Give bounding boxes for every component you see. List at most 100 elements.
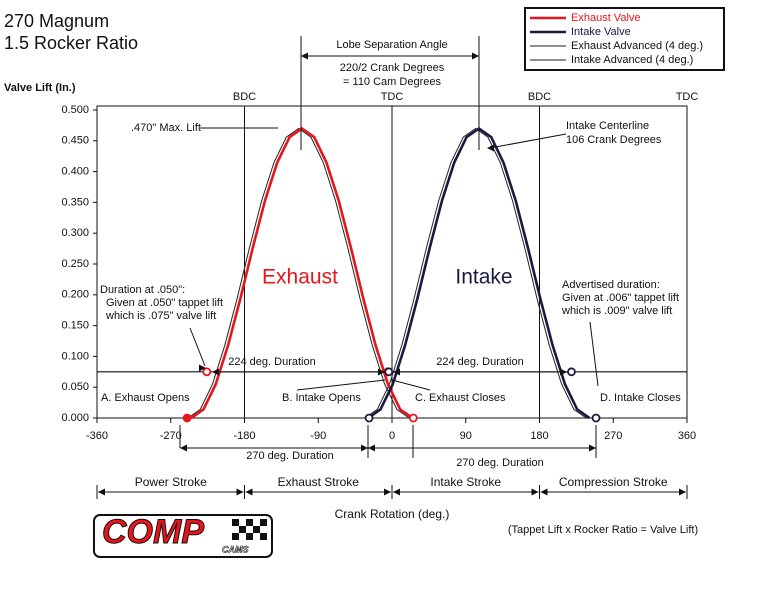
y-tick-label: 0.450 (61, 135, 89, 147)
arrow-head (180, 444, 187, 452)
annotation: 224 deg. Duration (436, 356, 523, 368)
logo-flag (232, 519, 267, 540)
marker (182, 413, 192, 423)
x-tick-label: -90 (310, 430, 326, 442)
x-tick-label: -360 (86, 430, 108, 442)
arrow-head (384, 488, 391, 496)
annotation: 220/2 Crank Degrees (340, 62, 445, 74)
legend-label: Exhaust Advanced (4 deg.) (571, 40, 703, 52)
annotation: D. Intake Closes (600, 392, 681, 404)
chart-subtitle: 1.5 Rocker Ratio (4, 33, 138, 53)
logo-frame (93, 514, 273, 558)
leader (589, 321, 599, 387)
arrow-head (531, 488, 539, 496)
x-tick-label: 360 (678, 430, 696, 442)
y-tick-label: 0.350 (61, 196, 89, 208)
arrow-head (378, 368, 385, 376)
annotation: B. Intake Opens (282, 392, 361, 404)
y-tick-label: 0.100 (61, 350, 89, 362)
top-label: BDC (528, 91, 551, 103)
annotation: 106 Crank Degrees (566, 134, 662, 146)
annotation: Intake Centerline (566, 120, 649, 132)
top-label: BDC (233, 91, 256, 103)
marker (202, 367, 212, 377)
arrow-head (98, 488, 105, 496)
annotation: Given at .006" tappet lift (562, 292, 679, 304)
y-tick-label: 0.400 (61, 166, 89, 178)
series-line (364, 127, 587, 419)
x-tick-label: 180 (530, 430, 548, 442)
top-label: TDC (676, 91, 699, 103)
y-tick-label: 0.200 (61, 289, 89, 301)
arrow-head (301, 52, 308, 60)
arrow-head (393, 368, 400, 376)
stroke-label: Intake Stroke (430, 475, 501, 489)
series-line (187, 127, 410, 419)
annotation: .470" Max. Lift (131, 122, 201, 134)
arrow-head (679, 488, 686, 496)
annotation: 270 deg. Duration (246, 450, 333, 462)
arrow-head (472, 52, 479, 60)
arrow-head (245, 488, 253, 496)
leader (189, 327, 206, 367)
formula: (Tappet Lift x Rocker Ratio = Valve Lift… (508, 524, 698, 536)
stroke-label: Exhaust Stroke (278, 475, 360, 489)
leader (296, 379, 386, 391)
y-tick-label: 0.000 (61, 412, 89, 424)
leader (391, 379, 431, 391)
chart-title: 270 Magnum (4, 11, 109, 31)
y-tick-label: 0.050 (61, 381, 89, 393)
marker (591, 413, 601, 423)
annotation-bg (324, 36, 460, 54)
y-tick-label: 0.250 (61, 258, 89, 270)
arrow-head (368, 444, 375, 452)
arrow-head (560, 368, 567, 376)
arrow-head (589, 444, 596, 452)
logo-text: COMP (102, 513, 204, 551)
annotation: which is .075" valve lift (105, 310, 216, 322)
y-tick-label: 0.500 (61, 104, 89, 116)
x-tick-label: 0 (389, 430, 395, 442)
annotation: which is .009" valve lift (561, 305, 672, 317)
annotation: 270 deg. Duration (456, 457, 543, 469)
x-tick-label: 90 (460, 430, 472, 442)
arrow-head (199, 364, 206, 372)
marker (567, 367, 576, 377)
marker (408, 413, 418, 423)
logo-subtext: CAMS (222, 544, 249, 554)
arrow-head (212, 368, 219, 376)
stroke-label: Compression Stroke (559, 475, 668, 489)
annotation: Given at .050" tappet lift (106, 297, 223, 309)
marker (384, 367, 394, 377)
logo: COMP CAMS (93, 512, 273, 558)
legend-label: Intake Valve (571, 26, 631, 38)
legend-label: Exhaust Valve (571, 12, 641, 24)
x-tick-label: 270 (604, 430, 622, 442)
annotation: C. Exhaust Closes (415, 392, 506, 404)
stroke-label: Power Stroke (135, 475, 207, 489)
legend-label: Intake Advanced (4 deg.) (571, 54, 693, 66)
y-tick-label: 0.300 (61, 227, 89, 239)
y-tick-label: 0.150 (61, 320, 89, 332)
annotation: Advertised duration: (562, 279, 660, 291)
annotation: Exhaust (262, 266, 338, 289)
arrow-head (361, 444, 368, 452)
x-tick-label: -270 (160, 430, 182, 442)
arrow-head (393, 488, 400, 496)
annotation: 224 deg. Duration (228, 356, 315, 368)
series-line (190, 126, 414, 420)
marker (364, 413, 374, 423)
arrow-head (236, 488, 244, 496)
y-axis-title: Valve Lift (In.) (4, 82, 76, 94)
x-axis-title: Crank Rotation (deg.) (335, 507, 450, 521)
arrow-head (540, 488, 548, 496)
annotation: A. Exhaust Opens (101, 392, 190, 404)
top-label: TDC (381, 91, 404, 103)
leader (489, 133, 567, 149)
x-tick-label: -180 (233, 430, 255, 442)
annotation: Duration at .050": (100, 284, 185, 296)
annotation: Intake (455, 266, 512, 289)
annotation: Lobe Separation Angle (336, 39, 447, 51)
arrow-head (487, 144, 494, 152)
